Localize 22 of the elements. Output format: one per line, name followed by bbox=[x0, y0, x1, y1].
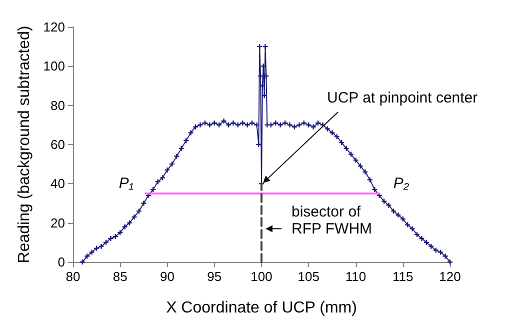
annotation: UCP at pinpoint center bbox=[327, 90, 478, 106]
annotation: bisector of RFP FWHM bbox=[292, 204, 372, 238]
y-tick-label: 120 bbox=[43, 20, 65, 34]
x-axis-title: X Coordinate of UCP (mm) bbox=[166, 300, 357, 316]
y-tick-label: 80 bbox=[50, 98, 65, 113]
x-tick-label: 110 bbox=[345, 269, 366, 284]
y-tick-label: 0 bbox=[58, 254, 65, 270]
x-tick-label: 85 bbox=[112, 269, 128, 284]
x-tick-label: 80 bbox=[66, 269, 80, 284]
y-tick-label: 40 bbox=[50, 176, 65, 192]
x-tick-label: 100 bbox=[250, 269, 272, 284]
x-tick-label: 95 bbox=[207, 269, 222, 284]
y-tick-label: 20 bbox=[50, 215, 65, 230]
annotation: P₂ bbox=[393, 174, 410, 192]
x-tick-label: 105 bbox=[298, 269, 320, 284]
x-tick-label: 115 bbox=[392, 269, 414, 284]
annotation: P₁ bbox=[118, 174, 134, 192]
x-tick-label: 90 bbox=[160, 269, 174, 284]
x-tick-label: 120 bbox=[439, 269, 461, 284]
y-axis-title: Reading (background subtracted) bbox=[16, 26, 33, 264]
y-tick-label: 100 bbox=[43, 58, 65, 74]
y-tick-label: 60 bbox=[50, 137, 65, 152]
